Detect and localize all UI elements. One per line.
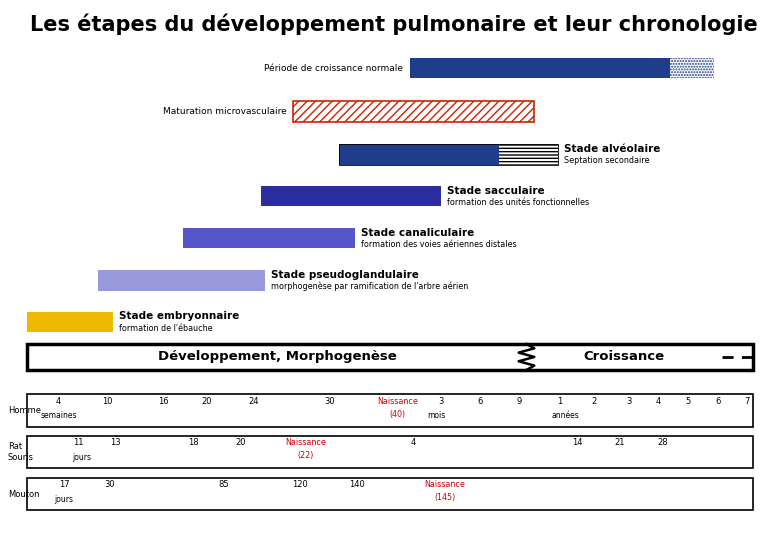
Text: 1: 1 — [558, 397, 562, 406]
Text: 5: 5 — [686, 397, 690, 406]
Text: Stade alvéolaire: Stade alvéolaire — [564, 144, 661, 154]
Text: (145): (145) — [434, 494, 456, 502]
Text: 11: 11 — [73, 438, 83, 447]
Bar — [669, 58, 714, 78]
Bar — [183, 228, 355, 248]
Text: 17: 17 — [58, 481, 69, 489]
Text: (40): (40) — [390, 410, 406, 418]
Bar — [27, 436, 753, 468]
Text: 20: 20 — [235, 438, 246, 447]
Bar — [27, 344, 753, 370]
Text: 4: 4 — [56, 397, 61, 406]
Text: morphogenèse par ramification de l'arbre aérien: morphogenèse par ramification de l'arbre… — [271, 282, 469, 292]
Text: Stade canaliculaire: Stade canaliculaire — [361, 228, 474, 238]
Text: formation de l'ébauche: formation de l'ébauche — [119, 324, 213, 333]
Text: Stade pseudoglandulaire: Stade pseudoglandulaire — [271, 270, 420, 280]
Bar — [339, 144, 558, 165]
Text: Naissance: Naissance — [424, 481, 465, 489]
Bar — [261, 186, 441, 206]
Text: 120: 120 — [292, 481, 308, 489]
Bar — [410, 58, 714, 78]
Text: Stade embryonnaire: Stade embryonnaire — [119, 312, 239, 321]
Text: Rat
Souris: Rat Souris — [8, 442, 34, 462]
Text: Septation secondaire: Septation secondaire — [564, 157, 650, 165]
Text: Homme: Homme — [8, 406, 41, 415]
Bar — [98, 270, 265, 291]
Text: 16: 16 — [158, 397, 169, 406]
Text: 10: 10 — [102, 397, 113, 406]
Text: 18: 18 — [188, 438, 199, 447]
Text: Croissance: Croissance — [583, 350, 665, 363]
Text: semaines: semaines — [41, 411, 76, 420]
Bar — [27, 478, 753, 510]
Text: 3: 3 — [438, 397, 443, 406]
Text: jours: jours — [55, 495, 73, 504]
Text: 85: 85 — [218, 481, 229, 489]
Text: jours: jours — [73, 453, 91, 462]
Text: années: années — [551, 411, 580, 420]
Text: 28: 28 — [658, 438, 668, 447]
Text: 21: 21 — [615, 438, 626, 447]
Text: 13: 13 — [110, 438, 121, 447]
Text: 140: 140 — [349, 481, 365, 489]
Text: Développement, Morphogenèse: Développement, Morphogenèse — [158, 350, 396, 363]
Text: 20: 20 — [201, 397, 212, 406]
Text: 30: 30 — [324, 397, 335, 406]
Text: 30: 30 — [104, 481, 115, 489]
Text: 14: 14 — [572, 438, 583, 447]
Text: 6: 6 — [715, 397, 720, 406]
Text: 24: 24 — [248, 397, 259, 406]
Text: 4: 4 — [656, 397, 661, 406]
Text: 9: 9 — [516, 397, 521, 406]
Bar — [339, 144, 558, 165]
Text: (22): (22) — [298, 451, 314, 460]
Bar — [27, 394, 753, 427]
Text: Période de croissance normale: Période de croissance normale — [264, 64, 403, 72]
Text: Naissance: Naissance — [378, 397, 418, 406]
Text: Les étapes du développement pulmonaire et leur chronologie: Les étapes du développement pulmonaire e… — [30, 14, 757, 35]
Text: mois: mois — [427, 411, 446, 420]
Text: Mouton: Mouton — [8, 490, 39, 498]
Text: 3: 3 — [626, 397, 631, 406]
Bar — [27, 312, 113, 332]
Text: formation des voies aériennes distales: formation des voies aériennes distales — [361, 240, 517, 249]
Text: Naissance: Naissance — [285, 438, 326, 447]
Bar — [498, 144, 558, 165]
Text: Maturation microvasculaire: Maturation microvasculaire — [162, 107, 286, 116]
Bar — [292, 101, 534, 122]
Text: 2: 2 — [592, 397, 597, 406]
Text: Stade sacculaire: Stade sacculaire — [447, 186, 544, 195]
Text: 7: 7 — [745, 397, 750, 406]
Text: formation des unités fonctionnelles: formation des unités fonctionnelles — [447, 198, 589, 207]
Text: 6: 6 — [477, 397, 482, 406]
Text: 4: 4 — [411, 438, 416, 447]
